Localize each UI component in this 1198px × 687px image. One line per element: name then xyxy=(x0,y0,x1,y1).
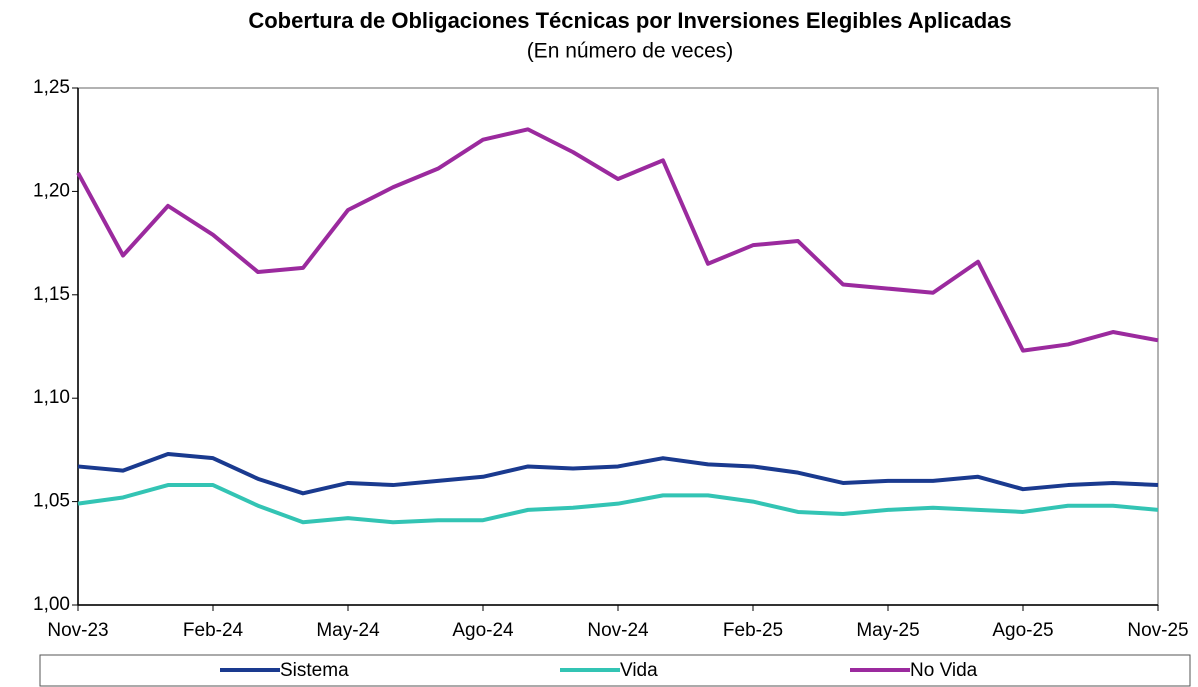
x-tick-label: Nov-25 xyxy=(1127,620,1188,641)
x-tick-label: Feb-24 xyxy=(183,620,244,641)
chart-title: Cobertura de Obligaciones Técnicas por I… xyxy=(248,8,1011,33)
series-line xyxy=(77,483,1159,525)
chart-subtitle: (En número de veces) xyxy=(527,40,734,63)
y-tick-label: 1,10 xyxy=(33,387,70,408)
y-tick-label: 1,05 xyxy=(33,491,70,512)
x-tick-label: Nov-24 xyxy=(587,620,649,641)
x-tick-label: Ago-25 xyxy=(992,620,1053,641)
series-line xyxy=(76,127,1159,353)
x-tick-label: Ago-24 xyxy=(452,620,514,641)
x-tick-label: May-24 xyxy=(316,620,380,641)
legend-label: Sistema xyxy=(280,660,349,681)
plot-frame xyxy=(77,87,1159,606)
y-tick-label: 1,00 xyxy=(33,594,70,615)
legend-label: Vida xyxy=(620,660,658,681)
x-tick-label: May-25 xyxy=(856,620,919,641)
series-line xyxy=(77,452,1159,496)
y-tick-label: 1,25 xyxy=(33,77,70,98)
y-tick-label: 1,15 xyxy=(33,284,70,305)
legend-label: No Vida xyxy=(910,660,978,681)
x-tick-label: Nov-23 xyxy=(47,620,108,641)
x-tick-label: Feb-25 xyxy=(723,620,783,641)
y-tick-label: 1,20 xyxy=(33,180,70,201)
